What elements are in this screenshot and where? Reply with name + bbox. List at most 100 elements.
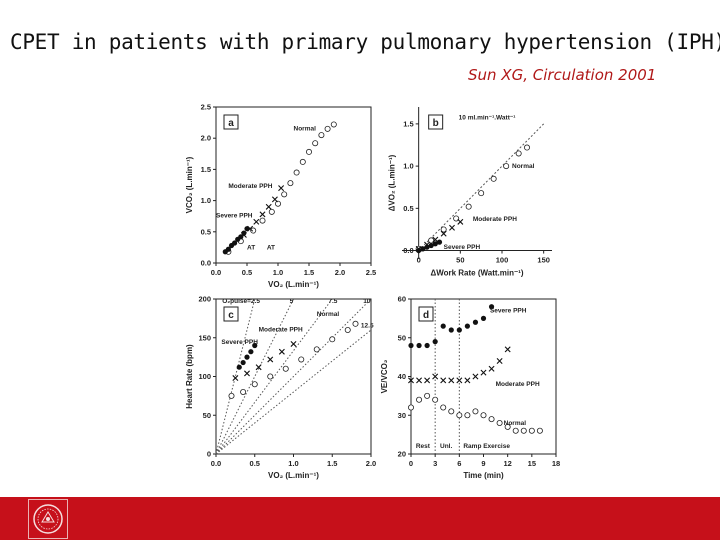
x-tick-label: 18 <box>552 459 560 468</box>
panel-b: 0 50 100 150 0.0 0.5 1.0 1.5 ΔWork Rate (Watt.mi… <box>388 107 552 278</box>
panel-letter: c <box>228 310 234 321</box>
data-point <box>424 244 430 250</box>
data-point <box>278 185 285 192</box>
data-point <box>456 327 462 333</box>
data-point <box>268 208 275 215</box>
data-point <box>488 365 495 372</box>
panel-letter: b <box>433 118 439 129</box>
data-point <box>290 340 297 347</box>
data-point <box>464 377 471 384</box>
y-tick-label: 20 <box>398 450 406 459</box>
data-point <box>456 377 463 384</box>
data-point <box>232 375 239 382</box>
data-point <box>416 342 422 349</box>
data-point <box>478 190 485 197</box>
y-tick-label: 2.5 <box>201 103 211 112</box>
data-point <box>274 200 281 207</box>
data-point <box>496 358 503 364</box>
data-point <box>330 121 337 128</box>
data-point <box>488 416 495 423</box>
annotation: O₂pulse=2.5 <box>222 298 260 305</box>
data-point <box>424 392 431 399</box>
y-axis-label: Heart Rate (bpm) <box>185 344 194 409</box>
data-point <box>504 346 511 353</box>
data-point <box>456 412 463 419</box>
data-point <box>448 327 454 333</box>
annotation: Severe PPH <box>490 308 527 315</box>
data-point <box>436 239 443 245</box>
x-tick-label: 0 <box>417 256 421 265</box>
data-point <box>312 140 319 147</box>
x-tick-label: 1.0 <box>273 268 283 277</box>
x-tick-label: 1.5 <box>304 268 314 277</box>
x-tick-label: 1.5 <box>327 459 337 468</box>
data-point <box>236 364 242 370</box>
y-tick-label: 100 <box>198 372 211 381</box>
data-point <box>440 226 447 233</box>
data-point <box>293 169 300 176</box>
data-point <box>255 364 262 371</box>
annotation: Rest <box>416 443 431 450</box>
data-point <box>281 191 288 198</box>
plot-frame <box>215 106 372 264</box>
data-point <box>440 323 446 329</box>
data-point <box>457 218 464 225</box>
footer-bar <box>0 497 720 540</box>
panel-letter: a <box>228 118 234 129</box>
panel-letter: d <box>423 310 429 321</box>
annotation: Moderate PPH <box>496 381 540 388</box>
annotation: AT <box>267 244 275 251</box>
data-point <box>278 348 285 355</box>
data-point <box>407 404 414 411</box>
y-tick-label: 50 <box>203 411 211 420</box>
data-point <box>305 148 312 155</box>
data-point <box>248 349 254 355</box>
data-point <box>267 373 274 380</box>
data-point <box>240 388 247 395</box>
y-tick-label: 40 <box>398 372 406 381</box>
x-tick-label: 0.5 <box>250 459 260 468</box>
x-tick-label: 9 <box>481 459 485 468</box>
y-tick-label: 1.0 <box>201 196 211 205</box>
data-point <box>432 339 438 345</box>
panel-d: 0 3 6 9 12 15 18 20 30 40 50 60 Time (min) VE/VCO₂ d Se… <box>380 295 560 481</box>
annotation: 10 <box>363 298 371 305</box>
data-point <box>440 404 447 411</box>
data-point <box>408 377 414 384</box>
y-axis-label: ΔVO₂ (L.min⁻¹) <box>388 154 397 211</box>
annotation: 10 ml.min⁻¹.Watt⁻¹ <box>459 115 516 122</box>
x-tick-label: 6 <box>457 459 461 468</box>
data-point <box>512 427 519 434</box>
data-point <box>440 377 447 384</box>
data-point <box>428 242 434 249</box>
y-tick-label: 2.0 <box>201 134 211 143</box>
data-point <box>287 180 294 187</box>
data-point <box>253 218 260 225</box>
o2pulse-iso-line <box>215 298 294 455</box>
data-point <box>299 158 306 165</box>
data-point <box>408 342 414 349</box>
y-axis-label: VCO₂ (L.min⁻¹) <box>185 156 194 213</box>
data-point <box>352 320 359 327</box>
data-point <box>259 211 266 218</box>
x-axis-label: ΔWork Rate (Watt.min⁻¹) <box>430 269 523 278</box>
x-tick-label: 2.0 <box>366 459 376 468</box>
y-tick-label: 1.5 <box>201 165 211 174</box>
data-point <box>416 377 423 384</box>
annotation: 12.5 <box>361 323 374 330</box>
data-point <box>488 304 495 310</box>
slide-title: CPET in patients with primary pulmonary … <box>10 30 720 54</box>
data-point <box>472 373 479 380</box>
data-point <box>524 144 531 151</box>
y-tick-label: 1.5 <box>403 119 413 128</box>
o2pulse-iso-line <box>215 329 372 455</box>
data-point <box>240 359 246 366</box>
annotation: 5 <box>290 298 294 305</box>
data-point <box>324 125 331 132</box>
data-point <box>241 230 247 236</box>
data-point <box>225 246 231 252</box>
x-tick-label: 3 <box>433 459 437 468</box>
data-point <box>480 369 487 376</box>
data-point <box>464 412 471 419</box>
data-point <box>416 247 422 254</box>
